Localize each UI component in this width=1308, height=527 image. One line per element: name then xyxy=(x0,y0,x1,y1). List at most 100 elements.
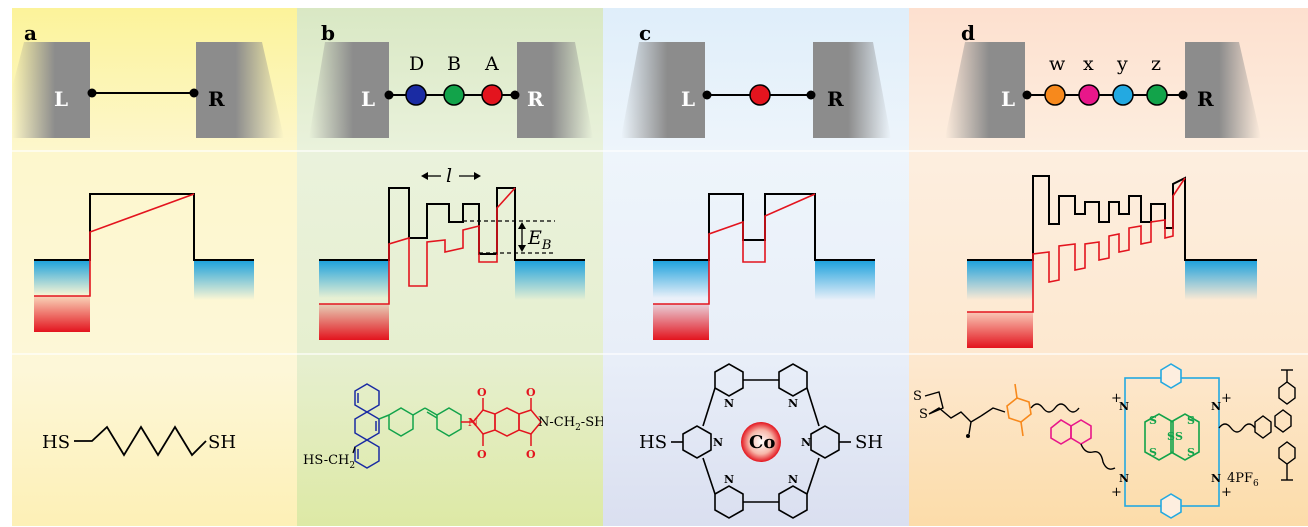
pyridinium-n2: N xyxy=(1211,400,1221,413)
left-fermi-band xyxy=(653,260,709,298)
donor-anchor-bond xyxy=(352,446,356,454)
naphthalene-x-ring2 xyxy=(1070,419,1092,445)
left-biased-band xyxy=(967,312,1033,348)
panel-c-letter: c xyxy=(639,21,651,45)
alkyl-linker xyxy=(924,391,982,423)
right-contact-dot xyxy=(189,88,199,98)
unit-z-circle xyxy=(1146,84,1168,106)
unit-x-label: x xyxy=(1083,53,1094,75)
barrier-arrow-up xyxy=(518,222,526,229)
stopper-w-iPr1 xyxy=(1014,383,1018,399)
glycol-chain-1 xyxy=(1030,403,1080,413)
cobalt-center xyxy=(741,422,781,462)
plus-3: + xyxy=(1111,485,1122,500)
panel-d-letter: d xyxy=(961,21,975,45)
pyridinium-n4: N xyxy=(1211,472,1221,485)
right-fermi-band xyxy=(815,260,875,300)
n-atom-2: N xyxy=(788,397,798,410)
barrier-profile xyxy=(653,193,875,261)
right-fermi-band xyxy=(194,260,254,300)
left-fermi-band xyxy=(319,260,389,298)
right-electrode-label: R xyxy=(1197,87,1214,111)
unit-a-circle xyxy=(481,84,503,106)
right-electrode-label: R xyxy=(208,87,225,111)
stopper-w-iPr2 xyxy=(1020,421,1024,437)
glycol-chain-3 xyxy=(1218,423,1256,433)
pyridinium-n3: N xyxy=(1119,472,1129,485)
acceptor-anchor: N-CH2-SH xyxy=(538,415,603,433)
right-electrode xyxy=(517,42,593,138)
n-atom-3: N xyxy=(713,436,723,449)
panel-c: c L R N N N N N N Co HS SH xyxy=(603,8,909,526)
oxygen-1: O xyxy=(477,386,487,399)
unit-d-circle xyxy=(405,84,427,106)
n-atom-1: N xyxy=(724,397,734,410)
stopper-phenyl xyxy=(1254,415,1272,439)
oxygen-3: O xyxy=(526,386,536,399)
pyridinium-n1: N xyxy=(1119,400,1129,413)
alkane-chain xyxy=(74,425,207,457)
acceptor-pyromellitimide xyxy=(461,398,542,446)
unit-d-label: D xyxy=(409,53,424,75)
left-biased-band xyxy=(653,304,709,340)
oxygen-2: O xyxy=(477,448,487,461)
left-electrode xyxy=(945,42,1025,138)
ttf-s1: S xyxy=(1149,414,1157,427)
thiol-left: HS xyxy=(639,432,667,453)
left-contact-dot xyxy=(384,90,394,100)
oxygen-4: O xyxy=(526,448,536,461)
unit-b-label: B xyxy=(447,53,461,75)
unit-b-circle xyxy=(443,84,465,106)
right-electrode xyxy=(1185,42,1261,138)
n-atom-5: N xyxy=(724,473,734,486)
unit-y-label: y xyxy=(1116,53,1128,75)
right-contact-dot xyxy=(1178,90,1188,100)
barrier-label: EB xyxy=(527,227,551,253)
macrocycle xyxy=(671,363,851,519)
n-atom-4: N xyxy=(801,436,811,449)
panel-d: d L R w x y z S S N N N N + + + + S S S … xyxy=(909,8,1308,526)
biased-profile xyxy=(967,177,1186,313)
ttf-s6: S xyxy=(1175,430,1183,443)
left-electrode xyxy=(12,42,90,138)
biased-profile xyxy=(319,187,516,305)
right-fermi-band xyxy=(1185,260,1257,300)
ttf-s5: S xyxy=(1167,430,1175,443)
plus-4: + xyxy=(1221,485,1232,500)
unit-x-circle xyxy=(1078,84,1100,106)
thiol-right: SH xyxy=(208,432,236,453)
left-biased-band xyxy=(34,296,90,332)
unit-w-circle xyxy=(1044,84,1066,106)
dithiolane-s1: S xyxy=(913,389,922,404)
ttf-s3: S xyxy=(1187,414,1195,427)
unit-z-label: z xyxy=(1151,53,1161,75)
left-electrode-label: L xyxy=(361,87,375,111)
right-fermi-band xyxy=(515,260,585,300)
plus-2: + xyxy=(1221,391,1232,406)
left-electrode-label: L xyxy=(54,87,68,111)
glycol-chain-2 xyxy=(1080,443,1116,470)
left-contact-dot xyxy=(702,90,712,100)
right-contact-dot xyxy=(806,90,816,100)
left-contact-dot xyxy=(87,88,97,98)
ttf-s4: S xyxy=(1187,446,1195,459)
biased-profile xyxy=(653,193,816,305)
right-electrode xyxy=(196,42,284,138)
carbonyl-o xyxy=(966,434,970,438)
carbonyl xyxy=(968,421,972,435)
donor-anchor: HS-CH2 xyxy=(303,453,355,471)
panel-b: b L R D B A EB l HS-CH2 xyxy=(297,8,603,526)
panel-b-graphic: b L R D B A EB l HS-CH2 xyxy=(297,8,603,526)
left-biased-band xyxy=(319,304,389,340)
left-electrode xyxy=(309,42,389,138)
biased-profile xyxy=(34,193,195,297)
barrier-profile xyxy=(967,175,1257,261)
left-electrode-label: L xyxy=(1001,87,1015,111)
left-contact-dot xyxy=(1022,90,1032,100)
cbpqt-phenyl-top xyxy=(1160,363,1182,389)
right-electrode-label: R xyxy=(527,87,544,111)
right-electrode-label: R xyxy=(827,87,844,111)
panel-a-letter: a xyxy=(24,21,37,45)
left-fermi-band xyxy=(967,260,1033,300)
right-contact-dot xyxy=(510,90,520,100)
